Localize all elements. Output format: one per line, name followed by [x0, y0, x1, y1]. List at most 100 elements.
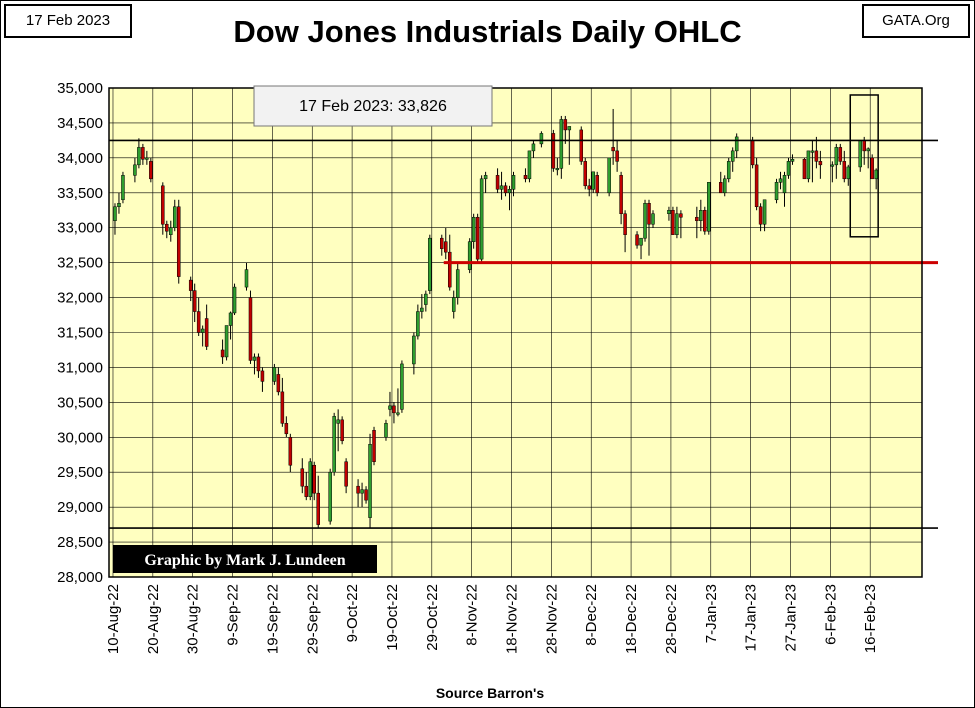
candle	[842, 150, 847, 183]
candle	[276, 367, 281, 396]
candle	[870, 154, 874, 180]
price-annotation: 17 Feb 2023: 33,826	[253, 85, 493, 127]
candle	[579, 126, 584, 165]
x-tick-label: 28-Dec-22	[663, 584, 680, 654]
x-tick-label: 20-Aug-22	[145, 584, 162, 654]
candle-body-down	[340, 419, 344, 442]
candle	[730, 147, 735, 172]
candle	[455, 262, 460, 305]
candle	[165, 220, 169, 239]
candle-body-down	[276, 374, 281, 393]
candle-body-up	[244, 269, 249, 288]
x-tick-label: 19-Oct-22	[384, 584, 401, 651]
y-tick-label: 28,500	[57, 534, 103, 551]
x-tick-label: 8-Dec-22	[583, 584, 600, 646]
x-tick-label: 9-Oct-22	[344, 584, 361, 642]
x-axis-tick-labels: 10-Aug-22 20-Aug-22 30-Aug-22 9-Sep-22 19-Se…	[105, 584, 879, 654]
candle	[288, 433, 293, 473]
y-tick-label: 30,000	[57, 429, 103, 446]
y-tick-label: 34,000	[57, 150, 103, 167]
candle	[173, 199, 177, 232]
candle	[260, 367, 265, 392]
candle	[527, 150, 532, 183]
candle-body-up	[734, 136, 739, 152]
credit-text: Graphic by Mark J. Lundeen	[144, 552, 345, 569]
candle	[754, 157, 759, 211]
candle-body-up	[591, 171, 595, 190]
candle-body-up	[830, 164, 835, 167]
candle-body-down	[615, 150, 619, 162]
candle-body-down	[814, 150, 819, 162]
candle	[667, 206, 671, 221]
candle	[340, 416, 344, 445]
candle	[272, 363, 277, 385]
x-tick-label: 8-Nov-22	[464, 584, 481, 646]
candle	[810, 140, 815, 183]
candle	[304, 472, 309, 501]
y-tick-label: 30,500	[57, 394, 103, 411]
candle	[244, 262, 249, 291]
candle	[424, 290, 428, 312]
candle	[220, 339, 225, 364]
candle	[503, 182, 508, 197]
candle-body-up	[336, 419, 340, 424]
x-tick-label: 9-Sep-22	[225, 584, 242, 646]
y-axis-tick-labels: 28,000 28,500 29,000 29,500 30,000 30,500 31,0…	[57, 80, 103, 586]
candle-body-up	[173, 206, 177, 228]
candle-body-up	[455, 269, 460, 298]
candle-body-up	[479, 178, 484, 260]
candle	[176, 199, 181, 284]
candle-body-down	[356, 485, 360, 494]
candle-body-down	[447, 251, 452, 288]
candle	[483, 171, 488, 193]
candle	[420, 294, 424, 319]
candle-body-up	[483, 175, 488, 180]
x-tick-label: 7-Jan-23	[703, 584, 720, 643]
candle-body-down	[300, 468, 305, 487]
candle	[280, 377, 285, 427]
candle	[396, 388, 400, 417]
candle-body-up	[328, 471, 332, 522]
candle-body-down	[220, 349, 225, 358]
candle	[141, 143, 145, 165]
candle	[619, 171, 623, 225]
candle	[718, 171, 723, 194]
candle-body-up	[555, 168, 560, 171]
candle-body-down	[802, 159, 807, 180]
candlestick-series	[113, 108, 878, 529]
candle-body-up	[810, 150, 815, 153]
x-tick-label: 27-Jan-23	[782, 584, 799, 652]
candle	[356, 479, 360, 508]
candle-body-down	[583, 161, 587, 187]
candle-body-up	[774, 182, 779, 201]
candle-body-up	[539, 133, 544, 145]
candle-body-up	[726, 161, 731, 180]
candle	[838, 143, 843, 165]
candle-body-up	[667, 210, 671, 214]
candle-body-down	[587, 185, 591, 190]
candle-body-down	[260, 370, 265, 382]
candle	[750, 136, 755, 169]
candle-body-up	[790, 159, 795, 162]
x-tick-label: 29-Oct-22	[424, 584, 441, 651]
candle	[695, 206, 699, 239]
date-tag: 17 Feb 2023	[4, 4, 132, 38]
candle	[834, 143, 839, 179]
candle-body-up	[858, 140, 862, 168]
candle	[300, 458, 305, 494]
candle-body-up	[651, 213, 655, 225]
candle	[531, 140, 536, 158]
candle-body-down	[647, 203, 651, 225]
candle	[388, 391, 392, 417]
candle-body-down	[523, 175, 528, 180]
candle-body-down	[750, 140, 755, 166]
candle-body-up	[224, 325, 229, 358]
candle-body-up	[400, 363, 404, 410]
x-axis-label: Source Barron's	[436, 685, 545, 701]
candle-body-up	[228, 312, 233, 326]
y-tick-label: 32,000	[57, 290, 103, 307]
site-tag: GATA.Org	[862, 4, 970, 38]
candle	[567, 126, 572, 165]
candle-body-up	[639, 237, 643, 246]
candle-body-up	[675, 213, 679, 235]
